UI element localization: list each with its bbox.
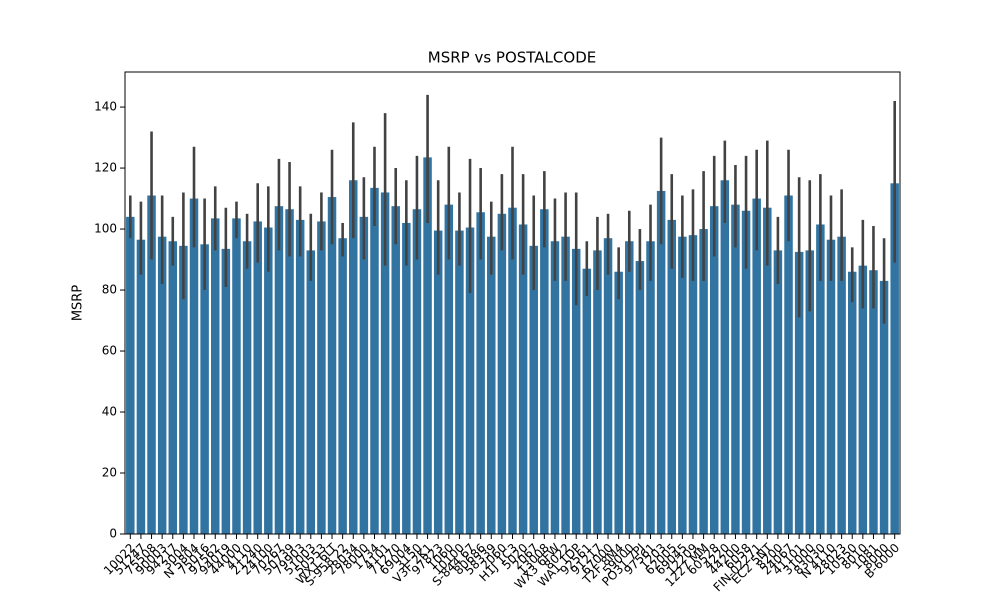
bar (221, 248, 231, 535)
bar (508, 207, 517, 534)
bar (784, 195, 793, 534)
bar (349, 180, 358, 534)
bar (380, 192, 390, 534)
bar (157, 236, 167, 534)
bar (264, 227, 273, 534)
bar (773, 250, 783, 534)
y-tick-label: 140 (94, 100, 117, 114)
bar (423, 157, 432, 534)
bar (699, 229, 708, 534)
bar (709, 206, 719, 534)
bar (667, 219, 676, 534)
bar (455, 230, 464, 534)
bar (678, 236, 687, 534)
bar (540, 209, 549, 534)
bar (571, 248, 581, 535)
y-tick-label: 80 (102, 283, 117, 297)
bar (890, 183, 899, 534)
bar (274, 206, 284, 534)
bar (869, 270, 878, 534)
bar (487, 236, 496, 534)
bar (763, 207, 772, 534)
bar (391, 206, 400, 534)
bar (253, 221, 262, 535)
bar (688, 235, 698, 535)
bar (614, 271, 623, 534)
bar (327, 197, 337, 534)
bar (752, 198, 761, 535)
bar (285, 209, 294, 534)
bar (402, 222, 411, 534)
bar (720, 180, 730, 534)
bar (625, 241, 634, 534)
bar (593, 250, 602, 534)
chart-title: MSRP vs POSTALCODE (428, 49, 596, 67)
bar (232, 218, 241, 535)
bar (847, 271, 857, 534)
bar (518, 224, 528, 534)
bar (826, 239, 836, 534)
bar (731, 204, 740, 534)
bar (412, 209, 422, 534)
bar (338, 238, 347, 535)
bar (858, 265, 868, 534)
bar (476, 212, 485, 534)
bar (179, 245, 188, 534)
bar (646, 241, 655, 534)
y-tick-label: 100 (94, 222, 117, 236)
bar (582, 268, 592, 534)
bar (837, 236, 846, 534)
y-axis-label: MSRP (71, 285, 86, 322)
bar (444, 204, 454, 534)
bar (603, 238, 613, 535)
y-tick-label: 0 (109, 527, 117, 541)
bar (295, 219, 305, 534)
bar (126, 216, 135, 534)
bar (879, 280, 889, 534)
bar (200, 244, 209, 534)
bar (816, 224, 825, 534)
bar (497, 213, 507, 534)
bar (794, 251, 804, 535)
bar (189, 198, 199, 535)
plot-frame (124, 71, 901, 535)
bar (168, 241, 178, 534)
bar (242, 241, 252, 534)
bar (306, 250, 316, 534)
y-tick-label: 60 (102, 344, 117, 358)
bar (656, 190, 666, 534)
bar (433, 230, 443, 534)
bar (550, 241, 560, 534)
bar (465, 227, 475, 534)
bar (805, 250, 815, 534)
bar (210, 218, 220, 535)
bar (529, 245, 538, 534)
bar (370, 187, 379, 534)
y-tick-label: 40 (102, 405, 117, 419)
bar (359, 216, 369, 534)
bar (136, 239, 146, 534)
bar (561, 236, 570, 534)
y-tick-label: 20 (102, 466, 117, 480)
bar (741, 210, 751, 534)
bar (635, 261, 645, 534)
bar (147, 195, 156, 534)
bar (317, 221, 326, 535)
y-tick-label: 120 (94, 161, 117, 175)
